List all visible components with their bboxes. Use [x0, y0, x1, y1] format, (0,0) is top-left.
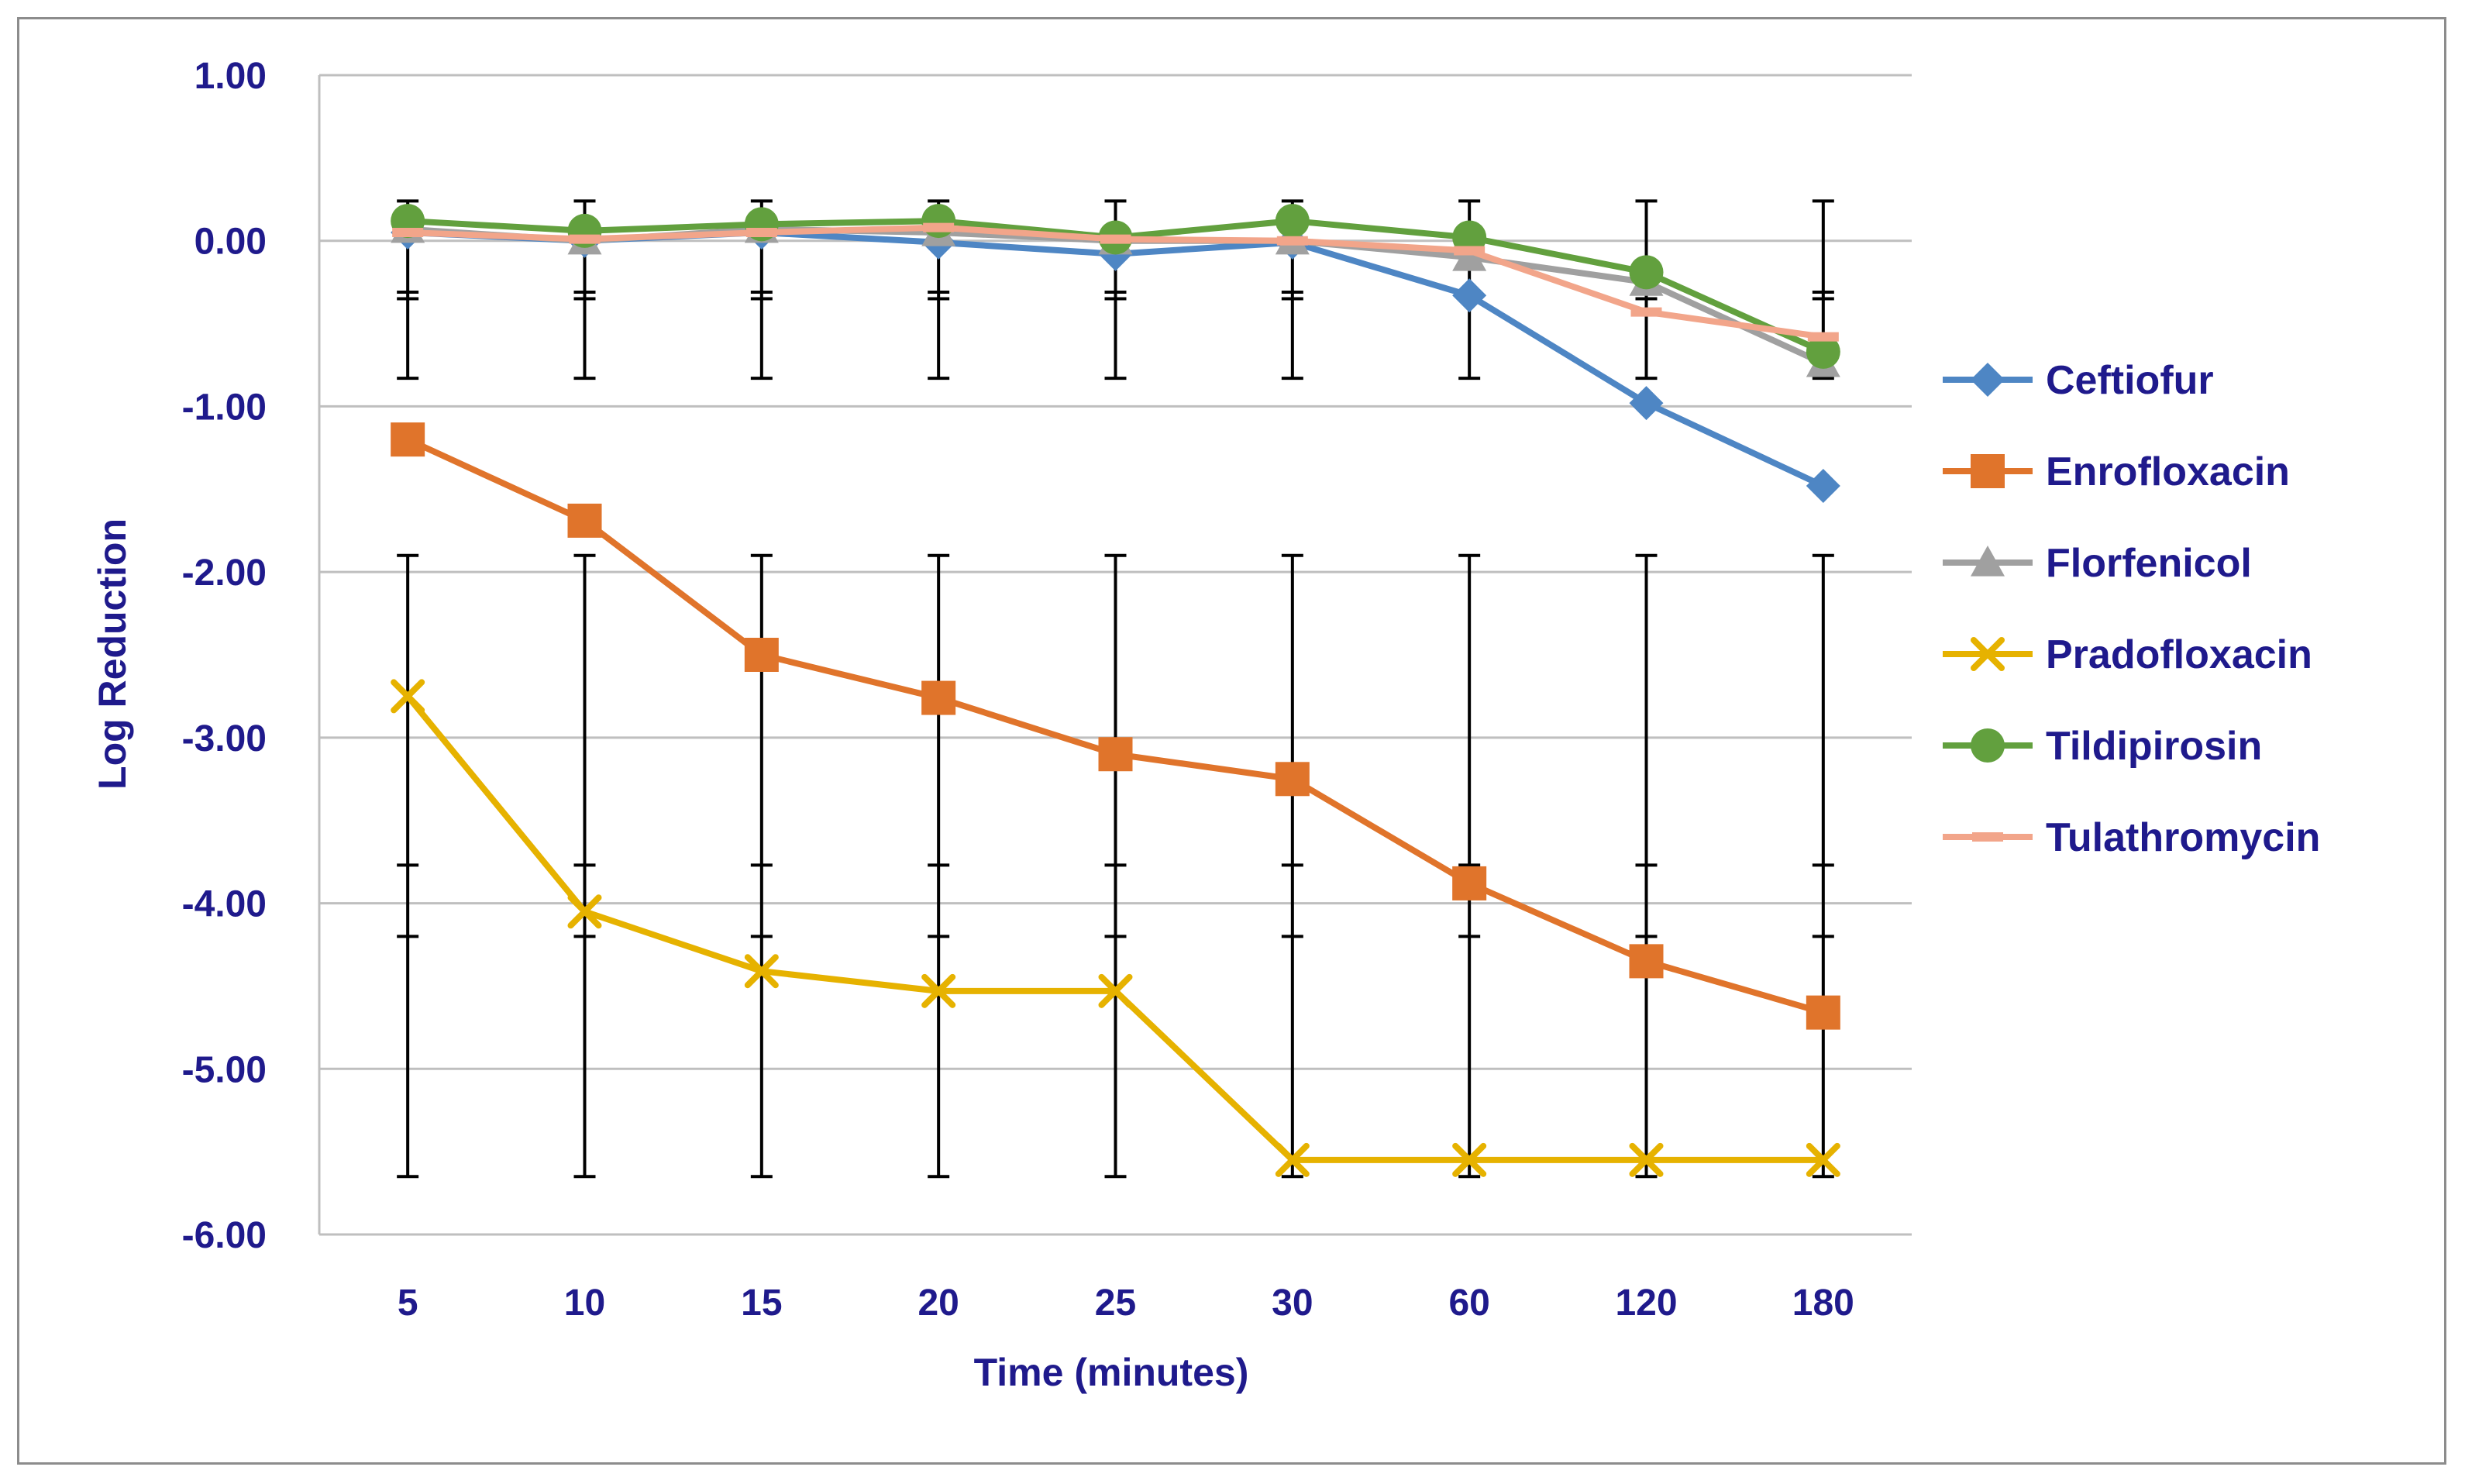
tick-labels: 1.00 0.00 -1.00 -2.00 -3.00 -4.00 -5.00 -6.00 5 1…	[182, 56, 1854, 1324]
legend-label-pradofloxacin: Pradofloxacin	[2046, 632, 2312, 677]
legend-marker-pradofloxacin	[1971, 637, 2005, 671]
legend-marker-enrofloxacin	[1971, 454, 2005, 488]
legend-label-tulathromycin: Tulathromycin	[2046, 815, 2320, 860]
legend-label-tildipirosin: Tildipirosin	[2046, 724, 2262, 769]
x-tick-label: 10	[564, 1283, 605, 1324]
x-tick-label: 25	[1095, 1283, 1136, 1324]
legend-marker-ceftiofur	[1971, 363, 2005, 397]
data-point-pradofloxacin	[567, 894, 602, 929]
chart-frame	[17, 17, 2446, 1465]
data-series	[391, 204, 1840, 1177]
legend-label-enrofloxacin: Enrofloxacin	[2046, 449, 2290, 494]
data-point-enrofloxacin	[1806, 995, 1840, 1030]
data-point-florfenicol	[1452, 240, 1487, 271]
x-tick-label: 20	[917, 1283, 959, 1324]
x-axis-title: Time (minutes)	[974, 1351, 1249, 1394]
error-bars	[397, 199, 1834, 1179]
x-tick-label: 5	[398, 1283, 418, 1324]
data-point-ceftiofur	[1806, 469, 1840, 504]
legend-label-ceftiofur: Ceftiofur	[2046, 358, 2214, 403]
x-tick-label: 60	[1448, 1283, 1489, 1324]
data-point-pradofloxacin	[1098, 973, 1133, 1008]
data-point-enrofloxacin	[1275, 762, 1310, 797]
data-point-enrofloxacin	[1629, 944, 1664, 979]
y-tick-label: -5.00	[182, 1049, 267, 1090]
data-point-tildipirosin	[1806, 334, 1840, 369]
data-point-pradofloxacin	[1275, 1142, 1310, 1177]
data-point-tildipirosin	[1452, 220, 1487, 255]
y-tick-label: 0.00	[195, 222, 267, 263]
data-point-pradofloxacin	[1629, 1142, 1664, 1177]
y-tick-label: -1.00	[182, 387, 267, 428]
data-point-pradofloxacin	[744, 954, 779, 989]
data-point-enrofloxacin	[921, 680, 956, 715]
y-tick-label: -3.00	[182, 718, 267, 759]
data-point-ceftiofur	[1629, 386, 1664, 421]
data-point-tildipirosin	[921, 204, 956, 239]
y-tick-label: -2.00	[182, 553, 267, 594]
data-point-ceftiofur	[1452, 278, 1487, 313]
x-tick-label: 15	[741, 1283, 782, 1324]
legend: Ceftiofur Enrofloxacin Florfenicol Pradoflo…	[1943, 358, 2320, 860]
y-tick-label: -4.00	[182, 884, 267, 925]
data-point-pradofloxacin	[391, 679, 425, 714]
data-point-tildipirosin	[1629, 255, 1664, 290]
y-tick-label: -6.00	[182, 1215, 267, 1256]
x-tick-label: 120	[1615, 1283, 1677, 1324]
data-point-tildipirosin	[1275, 204, 1310, 239]
y-axis-title: Log Reduction	[91, 518, 134, 790]
data-point-enrofloxacin	[744, 638, 779, 672]
x-tick-label: 30	[1272, 1283, 1313, 1324]
legend-marker-florfenicol	[1971, 546, 2005, 577]
data-point-enrofloxacin	[1452, 866, 1487, 900]
data-point-enrofloxacin	[391, 422, 425, 457]
y-tick-label: 1.00	[195, 56, 267, 97]
data-point-pradofloxacin	[1806, 1142, 1840, 1177]
data-point-pradofloxacin	[1452, 1142, 1487, 1177]
legend-marker-tildipirosin	[1971, 728, 2005, 763]
x-tick-label: 180	[1792, 1283, 1854, 1324]
legend-label-florfenicol: Florfenicol	[2046, 541, 2252, 586]
data-point-pradofloxacin	[921, 973, 956, 1008]
data-point-enrofloxacin	[1098, 737, 1133, 772]
data-point-enrofloxacin	[567, 503, 602, 538]
